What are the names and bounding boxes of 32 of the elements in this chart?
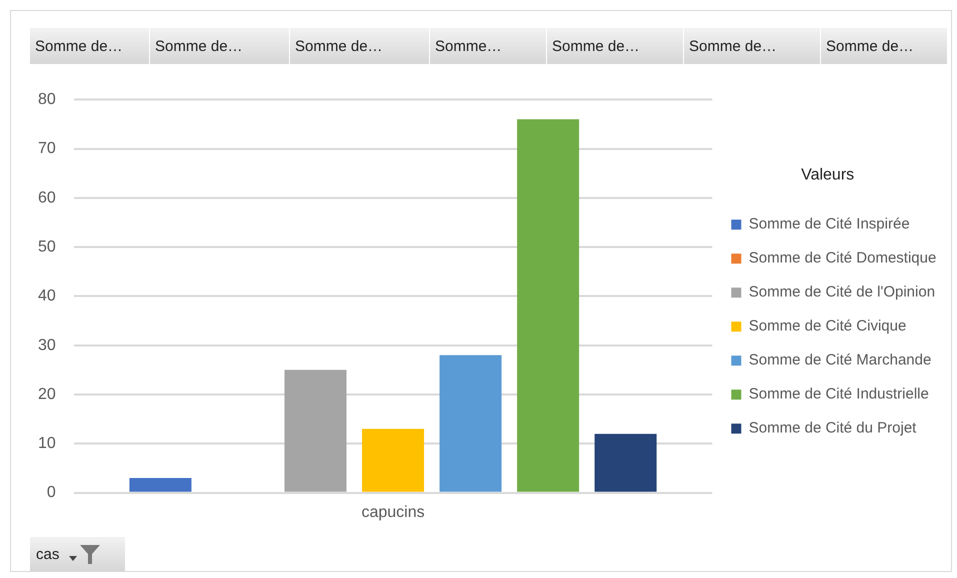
y-tick-label: 30	[38, 336, 56, 354]
legend-label: Somme de Cité Marchande	[748, 352, 932, 369]
bar	[517, 119, 580, 492]
y-tick-label: 80	[38, 91, 56, 108]
y-tick-label: 20	[38, 386, 56, 403]
legend-label: Somme de Cité Inspirée	[748, 216, 910, 233]
legend-label: Somme de Cité du Projet	[748, 420, 918, 437]
y-tick-label: 0	[46, 484, 56, 502]
text: Somme de…	[30, 28, 150, 64]
y-tick-label: 10	[38, 435, 56, 452]
x-tick-label: capucins	[361, 504, 425, 521]
y-tick-label: 40	[38, 288, 56, 305]
text: Somme de…	[547, 28, 684, 64]
legend-label: Somme de Cité Industrielle	[748, 386, 929, 403]
legend-label: Somme de Cité Domestique	[748, 250, 936, 267]
bar	[284, 370, 347, 492]
text: Somme de…	[150, 28, 290, 64]
text: Somme de…	[684, 28, 821, 64]
bar	[440, 355, 502, 492]
bar	[362, 428, 424, 492]
bar	[594, 434, 657, 492]
legend-label: Somme de Cité Civique	[748, 318, 906, 335]
legend-label: Somme de Cité de l'Opinion	[748, 284, 936, 301]
text: cas	[36, 546, 60, 562]
y-tick-label: 50	[38, 238, 56, 256]
legend-title: Valeurs	[801, 166, 854, 184]
bar	[129, 478, 192, 492]
text: Somme de…	[290, 28, 430, 64]
text: Somme de…	[821, 28, 948, 64]
y-tick-label: 60	[38, 189, 56, 206]
text: Somme…	[430, 28, 547, 64]
y-tick-label: 70	[38, 140, 56, 158]
